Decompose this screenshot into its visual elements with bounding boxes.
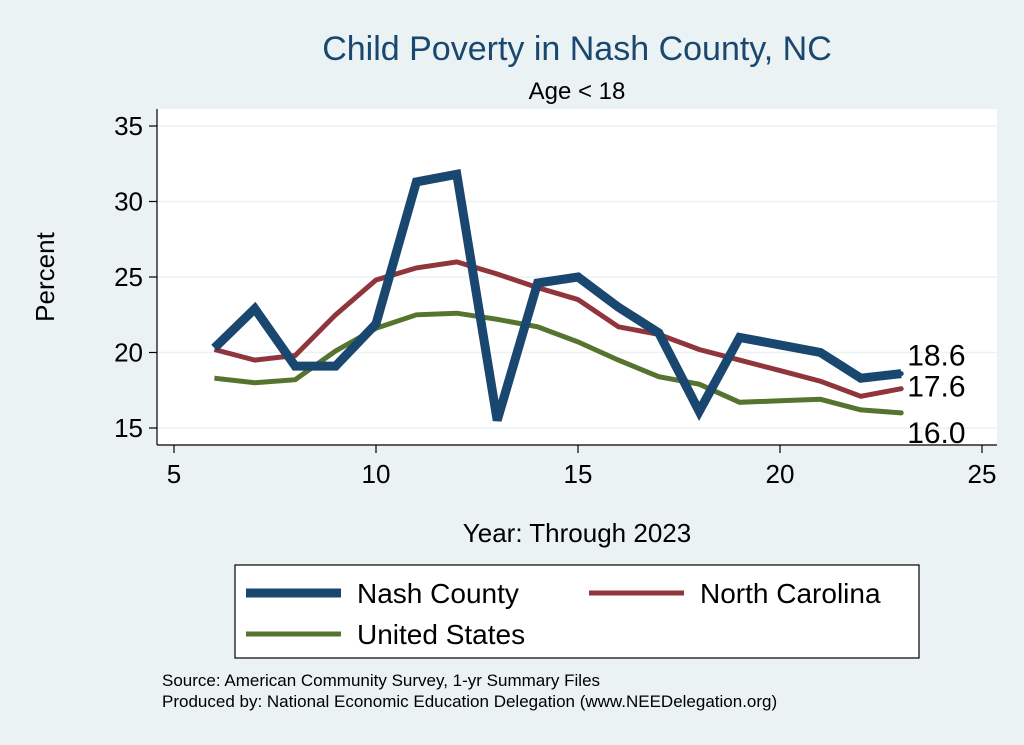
x-tick-label-10: 10 <box>362 459 391 489</box>
legend-label-united-states: United States <box>357 619 525 650</box>
producer-note: Produced by: National Economic Education… <box>162 692 778 711</box>
y-tick-label-20: 20 <box>114 338 143 368</box>
y-axis-label: Percent <box>30 231 60 321</box>
x-tick-label-15: 15 <box>564 459 593 489</box>
y-tick-label-25: 25 <box>114 262 143 292</box>
series-line-nash-county <box>211 169 902 422</box>
x-axis-label: Year: Through 2023 <box>463 518 691 548</box>
x-tick-label-20: 20 <box>766 459 795 489</box>
legend-label-nash-county: Nash County <box>357 578 519 609</box>
chart-subtitle: Age < 18 <box>529 78 626 105</box>
end-point-nash-county <box>898 371 904 377</box>
end-label-nash-county: 18.6 <box>907 340 965 373</box>
y-tick-label-30: 30 <box>114 187 143 217</box>
y-tick-label-15: 15 <box>114 413 143 443</box>
source-note: Source: American Community Survey, 1-yr … <box>162 671 601 690</box>
y-tick-label-35: 35 <box>114 111 143 141</box>
legend-label-north-carolina: North Carolina <box>700 578 881 609</box>
x-tick-label-5: 5 <box>167 459 181 489</box>
series-line-north-carolina <box>213 259 902 399</box>
series-line-united-states <box>214 310 902 416</box>
end-point-north-carolina <box>898 386 904 392</box>
end-label-north-carolina: 17.6 <box>907 371 965 404</box>
end-label-united-states: 16.0 <box>907 417 965 450</box>
x-tick-label-25: 25 <box>968 459 997 489</box>
legend-box <box>234 564 920 659</box>
chart-title: Child Poverty in Nash County, NC <box>322 30 832 68</box>
end-point-united-states <box>898 410 904 416</box>
